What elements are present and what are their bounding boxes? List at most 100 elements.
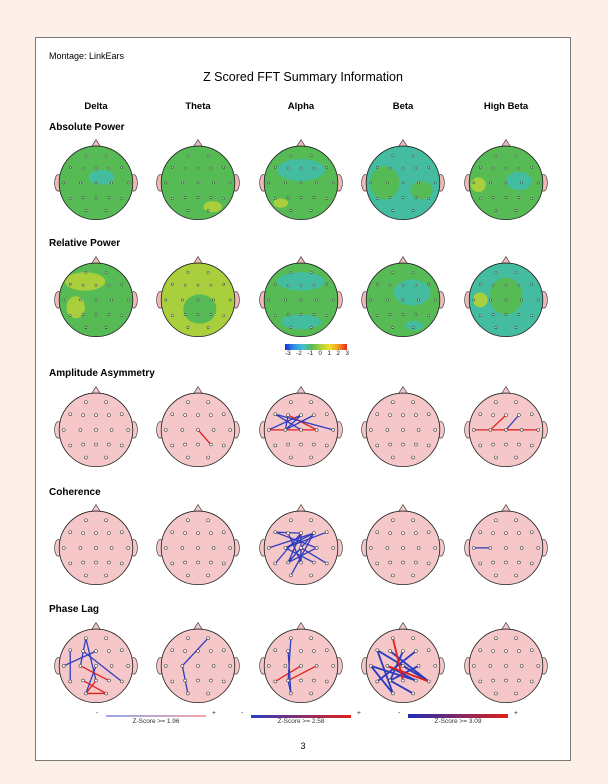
electrode-dot — [84, 573, 88, 578]
electrode-dot — [309, 691, 313, 696]
electrode-dot — [273, 561, 277, 566]
electrode-dot — [433, 181, 437, 185]
electrode-dot — [286, 166, 290, 170]
electrode-dot — [186, 636, 190, 640]
electrode-dot — [222, 165, 226, 169]
electrode-dot — [309, 400, 313, 404]
electrode-dot — [84, 400, 88, 404]
electrode-dot — [164, 298, 168, 302]
electrode-dot — [120, 530, 124, 534]
electrode-dot — [62, 181, 66, 185]
electrode-dot — [309, 636, 313, 640]
electrode-dot — [94, 649, 98, 653]
electrode-dot — [386, 298, 389, 302]
electrode-dot — [411, 153, 415, 157]
electrode-dot — [273, 679, 277, 684]
electrode-dot — [211, 546, 216, 550]
electrode-dot — [209, 442, 213, 447]
head-map-relative-beta — [357, 252, 449, 344]
electrode-dot — [228, 181, 232, 185]
electrode-dot — [388, 166, 392, 170]
electrode-dot — [78, 546, 83, 550]
electrode-dot — [478, 679, 482, 684]
electrode-dot — [416, 664, 421, 668]
electrode-dot — [314, 428, 319, 432]
scale-tick: 0 — [318, 350, 323, 357]
electrode-dot — [411, 573, 415, 578]
electrode-dot — [196, 196, 200, 199]
connection-line — [80, 665, 110, 682]
electrode-dot — [517, 413, 521, 417]
zscore-legend-text: Z-Score >= 1.96 — [132, 718, 180, 725]
zmap-region — [489, 277, 523, 315]
connection-line — [370, 665, 394, 695]
electrode-dot — [530, 197, 534, 200]
electrode-dot — [411, 518, 415, 522]
electrode-dot — [514, 270, 518, 274]
electrode-dot — [414, 413, 418, 417]
electrode-dot — [401, 298, 405, 302]
electrode-dot — [183, 166, 187, 170]
electrode-dot — [530, 282, 534, 286]
electrode-dot — [228, 546, 232, 550]
electrode-dot — [104, 400, 108, 404]
electrode-dot — [68, 197, 72, 200]
electrode-dot — [504, 531, 508, 535]
electrode-dot — [222, 530, 226, 534]
electrode-dot — [388, 413, 392, 417]
electrode-dot — [369, 428, 373, 432]
electrode-dot — [478, 314, 482, 317]
electrode-dot — [491, 442, 495, 447]
electrode-dot — [94, 313, 98, 316]
electrode-dot — [222, 282, 226, 286]
electrode-dot — [299, 283, 303, 287]
electrode-dot — [196, 560, 200, 565]
electrode-dot — [433, 298, 437, 302]
electrode-dot — [519, 428, 524, 432]
electrode-dot — [491, 196, 495, 199]
connection-line — [63, 650, 97, 667]
electrode-dot — [196, 442, 200, 447]
electrode-dot — [375, 412, 379, 416]
electrode-dot — [491, 283, 495, 287]
electrode-dot — [388, 196, 392, 199]
head-map-phase-highbeta — [460, 618, 552, 710]
electrode-dot — [186, 518, 190, 522]
electrode-dot — [491, 166, 495, 170]
electrode-dot — [504, 664, 508, 668]
electrode-dot — [401, 546, 405, 550]
electrode-dot — [504, 560, 508, 565]
zmap-region — [203, 201, 222, 213]
electrode-dot — [126, 181, 130, 185]
electrode-dot — [491, 649, 495, 653]
electrode-dot — [504, 442, 508, 447]
electrode-dot — [81, 413, 85, 417]
electrode-dot — [104, 518, 108, 522]
electrode-dot — [312, 196, 316, 199]
electrode-dot — [325, 412, 329, 416]
electrode-dot — [309, 209, 313, 212]
electrode-dot — [183, 413, 187, 417]
electrode-dot — [120, 561, 124, 566]
electrode-dot — [309, 455, 313, 460]
electrode-dot — [309, 326, 313, 329]
electrode-dot — [196, 649, 200, 653]
electrode-dot — [196, 428, 200, 432]
electrode-dot — [427, 530, 431, 534]
electrode-dot — [186, 691, 190, 696]
electrode-dot — [478, 561, 482, 566]
electrode-dot — [391, 153, 395, 157]
zmap-region — [66, 296, 85, 319]
electrode-dot — [427, 648, 431, 652]
electrode-dot — [391, 326, 395, 329]
electrode-dot — [104, 455, 108, 460]
electrode-dot — [517, 442, 521, 447]
connection-line — [285, 414, 315, 431]
electrode-dot — [517, 196, 521, 199]
electrode-dot — [94, 546, 98, 550]
electrode-dot — [325, 197, 329, 200]
electrode-dot — [196, 531, 200, 535]
electrode-dot — [536, 546, 540, 550]
electrode-dot — [491, 413, 495, 417]
electrode-dot — [286, 313, 290, 316]
